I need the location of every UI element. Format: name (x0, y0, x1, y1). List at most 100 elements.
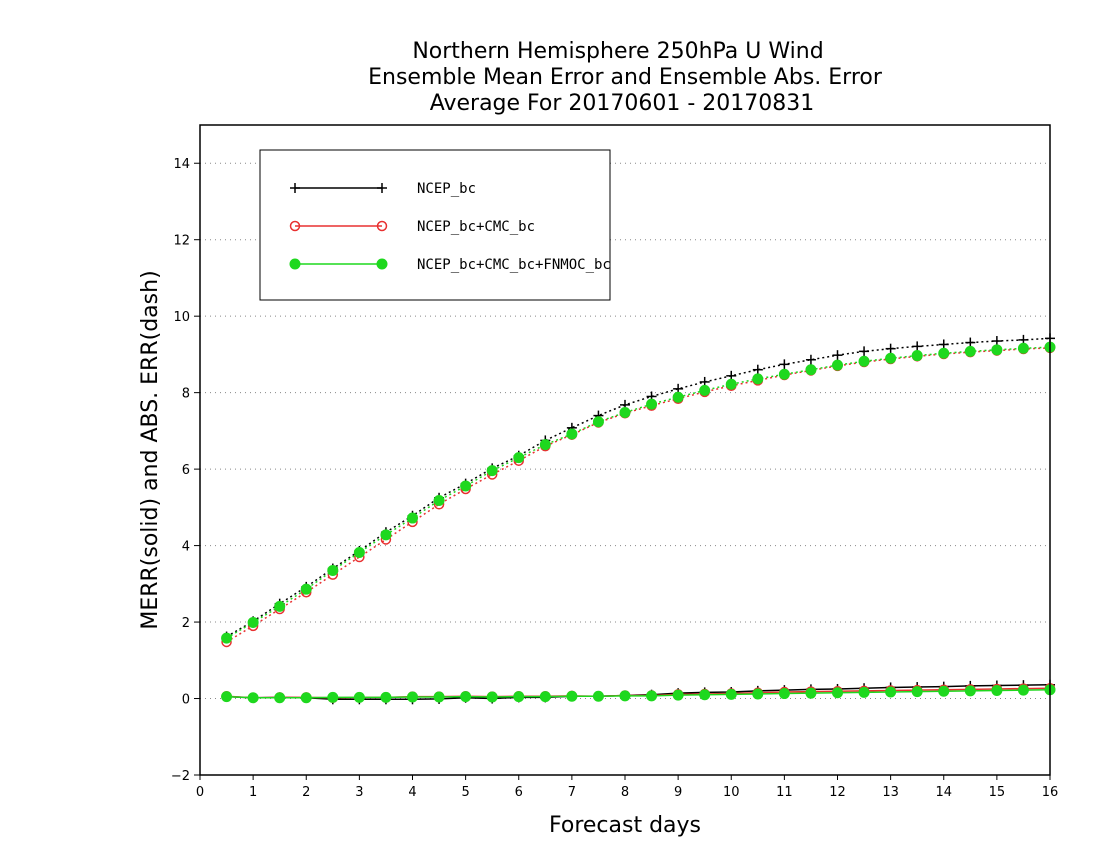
abs-err-point (991, 344, 1003, 356)
abs-err-line (226, 347, 1051, 643)
y-tick-label: 12 (173, 234, 190, 249)
abs-err-point (832, 350, 843, 361)
legend-entry-2: NCEP_bc+CMC_bc+FNMOC_bc (289, 257, 611, 273)
abs-err-line (226, 337, 1051, 638)
abs-err-point (619, 407, 631, 419)
mean-err-point (752, 688, 764, 700)
abs-err-point (699, 384, 711, 396)
y-tick-label: 8 (182, 387, 190, 402)
legend-box (259, 149, 611, 301)
x-tick-label: 4 (408, 785, 416, 800)
mean-err-point (699, 689, 711, 701)
mean-err-point (433, 691, 445, 703)
mean-err-point (566, 690, 578, 702)
mean-err-point (938, 685, 950, 697)
abs-err-point (964, 345, 976, 357)
x-tick-label: 7 (568, 785, 576, 800)
y-tick-label: −2 (171, 769, 190, 784)
y-axis-ticks: −2 0 2 4 6 8 10 12 14 (171, 157, 200, 784)
mean-err-point (380, 691, 392, 703)
mean-err-line (226, 688, 1051, 699)
mean-err-point (327, 691, 339, 703)
mean-err-point (964, 685, 976, 697)
abs-err-point (539, 439, 551, 451)
abs-err-point (859, 346, 870, 357)
abs-err-point (858, 355, 870, 367)
mean-err-point (885, 686, 897, 698)
abs-err-point (752, 373, 764, 385)
mean-err-point (513, 691, 525, 703)
abs-err-point (433, 494, 445, 506)
x-tick-label: 12 (829, 785, 846, 800)
legend-marker (290, 183, 300, 193)
abs-err-point (832, 359, 843, 371)
x-tick-label: 3 (355, 785, 363, 800)
abs-err-point (274, 600, 286, 612)
chart-title-line-3: Average For 20170601 - 20170831 (430, 91, 815, 116)
plot-frame (199, 124, 1051, 776)
legend-label: NCEP_bc (417, 181, 476, 197)
y-tick-label: 10 (173, 310, 190, 325)
abs-err-point (752, 364, 763, 375)
mean-err-point (592, 690, 604, 702)
mean-err-point (805, 687, 817, 699)
abs-err-point (486, 465, 498, 477)
abs-err-point (513, 452, 525, 464)
abs-err-point (646, 398, 658, 410)
legend-marker (376, 220, 388, 232)
abs-err-point (805, 364, 817, 376)
abs-err-point (592, 416, 604, 428)
abs-err-point (912, 341, 923, 352)
x-tick-label: 15 (989, 785, 1006, 800)
abs-err-point (300, 583, 312, 595)
mean-err-point (1017, 684, 1029, 696)
legend: NCEP_bc NCEP_bc+CMC_bc NCEP_bc+CMC_bc+FNMO… (259, 149, 611, 301)
y-tick-label: 2 (182, 616, 190, 631)
x-tick-label: 11 (776, 785, 793, 800)
legend-marker (377, 183, 387, 193)
abs-err-point (327, 564, 339, 576)
abs-err-point (885, 352, 897, 364)
abs-err-point (353, 546, 365, 558)
mean-err-point (486, 691, 498, 703)
mean-err-point (407, 691, 418, 703)
abs-err-point (566, 428, 578, 440)
mean-err-point (991, 685, 1003, 696)
legend-entry-0: NCEP_bc (290, 181, 476, 197)
abs-err-point (672, 391, 684, 403)
series-2 (221, 341, 1056, 704)
x-tick-label: 13 (882, 785, 899, 800)
x-tick-label: 6 (515, 785, 523, 800)
mean-err-point (247, 692, 259, 704)
y-tick-label: 14 (173, 157, 190, 172)
series-0 (221, 333, 1055, 705)
x-tick-label: 16 (1042, 785, 1059, 800)
abs-err-point (221, 632, 233, 644)
series-layer (221, 333, 1056, 705)
mean-err-point (274, 692, 286, 704)
abs-err-point (1017, 342, 1029, 354)
x-axis-label: Forecast days (549, 813, 701, 838)
mean-err-point (353, 691, 365, 703)
abs-err-point (460, 480, 472, 492)
abs-err-point (805, 354, 816, 365)
abs-err-line (226, 346, 1051, 639)
legend-marker (289, 258, 301, 270)
chart-title-line-1: Northern Hemisphere 250hPa U Wind (412, 39, 823, 64)
mean-err-point (539, 691, 551, 703)
x-tick-label: 10 (723, 785, 740, 800)
mean-err-point (460, 691, 472, 703)
mean-err-point (300, 692, 312, 704)
abs-err-point (911, 350, 923, 362)
abs-err-point (380, 529, 392, 541)
x-tick-label: 5 (461, 785, 469, 800)
chart-title: Northern Hemisphere 250hPa U Wind Ensemb… (368, 39, 883, 116)
y-tick-label: 6 (182, 463, 190, 478)
x-tick-label: 1 (249, 785, 257, 800)
y-tick-label: 0 (182, 693, 190, 708)
legend-entry-1: NCEP_bc+CMC_bc (289, 219, 535, 235)
legend-label: NCEP_bc+CMC_bc+FNMOC_bc (417, 257, 611, 273)
abs-err-point (938, 347, 950, 359)
mean-err-point (858, 686, 870, 698)
